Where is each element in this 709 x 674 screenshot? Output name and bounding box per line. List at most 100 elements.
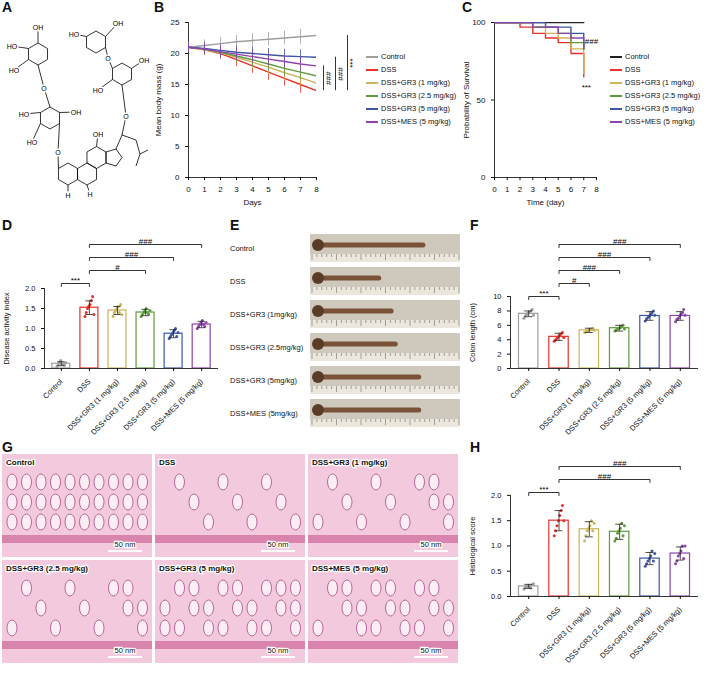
svg-text:0: 0 xyxy=(497,364,501,373)
svg-text:DSS+GR3 (2.5mg/kg): DSS+GR3 (2.5mg/kg) xyxy=(230,343,304,352)
svg-text:Control: Control xyxy=(6,458,34,467)
svg-text:1: 1 xyxy=(202,185,207,194)
svg-text:DSS+GR3 (1 mg/kg): DSS+GR3 (1 mg/kg) xyxy=(537,377,592,432)
svg-text:Histological score: Histological score xyxy=(468,517,477,576)
svg-text:2: 2 xyxy=(518,185,523,194)
svg-text:100: 100 xyxy=(472,18,486,27)
svg-text:HO: HO xyxy=(9,67,20,74)
svg-text:0: 0 xyxy=(481,173,486,182)
svg-text:###: ### xyxy=(583,263,597,272)
svg-text:DSS: DSS xyxy=(230,277,245,286)
svg-text:HO: HO xyxy=(93,87,104,94)
svg-text:DSS: DSS xyxy=(545,377,562,394)
svg-text:4: 4 xyxy=(543,185,548,194)
svg-text:***: *** xyxy=(71,276,80,285)
svg-text:O: O xyxy=(123,113,129,120)
svg-text:***: *** xyxy=(348,58,357,67)
svg-text:OH: OH xyxy=(113,20,124,27)
svg-text:8: 8 xyxy=(594,185,599,194)
svg-text:O: O xyxy=(105,55,111,62)
svg-text:10: 10 xyxy=(171,111,180,120)
svg-text:Disease activity index: Disease activity index xyxy=(2,292,11,364)
svg-text:Control: Control xyxy=(230,244,255,253)
svg-text:1: 1 xyxy=(505,185,510,194)
svg-text:50 nm: 50 nm xyxy=(115,646,136,655)
svg-text:***: *** xyxy=(539,289,548,298)
svg-text:DSS+GR3 (1 mg/kg): DSS+GR3 (1 mg/kg) xyxy=(537,605,592,660)
svg-text:#: # xyxy=(572,276,577,285)
svg-text:DSS+GR3 (2.5 mg/kg): DSS+GR3 (2.5 mg/kg) xyxy=(563,605,623,665)
svg-text:Control: Control xyxy=(508,377,532,401)
svg-text:Time (day): Time (day) xyxy=(527,198,565,207)
svg-text:DSS+GR3 (5 mg/kg): DSS+GR3 (5 mg/kg) xyxy=(598,605,653,660)
svg-text:Colon length (cm): Colon length (cm) xyxy=(468,302,477,362)
svg-text:5: 5 xyxy=(175,142,180,151)
svg-text:50 nm: 50 nm xyxy=(268,540,289,549)
svg-text:###: ### xyxy=(613,459,627,468)
svg-text:0.5: 0.5 xyxy=(25,344,35,353)
svg-text:Mean body mass (g): Mean body mass (g) xyxy=(154,63,163,136)
svg-text:2: 2 xyxy=(497,350,501,359)
svg-text:5: 5 xyxy=(266,185,271,194)
svg-text:7: 7 xyxy=(582,185,587,194)
svg-text:OH: OH xyxy=(93,131,104,138)
svg-text:0: 0 xyxy=(492,185,497,194)
svg-text:###: ### xyxy=(598,250,612,259)
svg-text:HO: HO xyxy=(69,31,80,38)
svg-text:50 nm: 50 nm xyxy=(268,646,289,655)
svg-text:2: 2 xyxy=(218,185,223,194)
svg-text:0.0: 0.0 xyxy=(491,592,501,601)
svg-text:DSS+GR3 (1 mg/kg): DSS+GR3 (1 mg/kg) xyxy=(65,377,120,432)
svg-text:7: 7 xyxy=(298,185,303,194)
svg-text:Probability of Survival: Probability of Survival xyxy=(462,61,471,138)
svg-text:15: 15 xyxy=(171,80,180,89)
svg-text:H: H xyxy=(87,191,92,198)
svg-text:1.0: 1.0 xyxy=(491,541,501,550)
svg-text:20: 20 xyxy=(171,49,180,58)
svg-text:1.5: 1.5 xyxy=(491,516,501,525)
svg-text:3: 3 xyxy=(531,185,536,194)
svg-text:DSS+MES (5mg/kg): DSS+MES (5mg/kg) xyxy=(230,409,298,418)
svg-text:Days: Days xyxy=(243,198,261,207)
svg-text:DSS+MES (5 mg/kg): DSS+MES (5 mg/kg) xyxy=(628,605,684,661)
svg-text:2.0: 2.0 xyxy=(491,491,501,500)
svg-text:4: 4 xyxy=(497,335,501,344)
svg-text:3: 3 xyxy=(234,185,239,194)
svg-text:0.0: 0.0 xyxy=(25,364,35,373)
svg-text:HO: HO xyxy=(7,43,18,50)
svg-text:O: O xyxy=(41,85,47,92)
svg-text:DSS: DSS xyxy=(159,458,176,467)
svg-text:DSS+MES (5 mg/kg): DSS+MES (5 mg/kg) xyxy=(312,564,389,573)
svg-text:DSS+GR3 (2.5 mg/kg): DSS+GR3 (2.5 mg/kg) xyxy=(563,377,623,437)
svg-text:***: *** xyxy=(582,83,591,92)
svg-text:25: 25 xyxy=(171,18,180,27)
svg-text:4: 4 xyxy=(250,185,255,194)
svg-text:8: 8 xyxy=(314,185,319,194)
svg-text:###: ### xyxy=(125,250,139,259)
svg-text:###: ### xyxy=(585,37,599,46)
svg-text:1.5: 1.5 xyxy=(25,304,35,313)
svg-text:***: *** xyxy=(539,485,548,494)
svg-text:OH: OH xyxy=(71,109,82,116)
svg-text:###: ### xyxy=(139,237,153,246)
svg-text:DSS+MES (5 mg/kg): DSS+MES (5 mg/kg) xyxy=(149,377,205,433)
svg-text:DSS+GR3 (2.5 mg/kg): DSS+GR3 (2.5 mg/kg) xyxy=(6,564,88,573)
svg-text:Control: Control xyxy=(41,377,65,401)
svg-text:H: H xyxy=(65,192,70,199)
svg-text:DSS+GR3 (1 mg/kg): DSS+GR3 (1 mg/kg) xyxy=(312,458,388,467)
svg-text:DSS: DSS xyxy=(75,377,92,394)
svg-text:5: 5 xyxy=(556,185,561,194)
svg-text:6: 6 xyxy=(497,321,501,330)
svg-text:2.0: 2.0 xyxy=(25,284,35,293)
svg-text:DSS: DSS xyxy=(545,605,562,622)
svg-text:Control: Control xyxy=(508,605,532,629)
svg-text:DSS+GR3 (5 mg/kg): DSS+GR3 (5 mg/kg) xyxy=(122,377,177,432)
svg-text:O: O xyxy=(55,149,61,156)
svg-text:0: 0 xyxy=(186,185,191,194)
svg-text:0.5: 0.5 xyxy=(491,567,501,576)
svg-text:HO: HO xyxy=(19,111,30,118)
svg-text:DSS+GR3 (5mg/kg): DSS+GR3 (5mg/kg) xyxy=(230,376,297,385)
svg-text:10: 10 xyxy=(493,292,501,301)
svg-text:50 nm: 50 nm xyxy=(115,540,136,549)
svg-text:6: 6 xyxy=(282,185,287,194)
